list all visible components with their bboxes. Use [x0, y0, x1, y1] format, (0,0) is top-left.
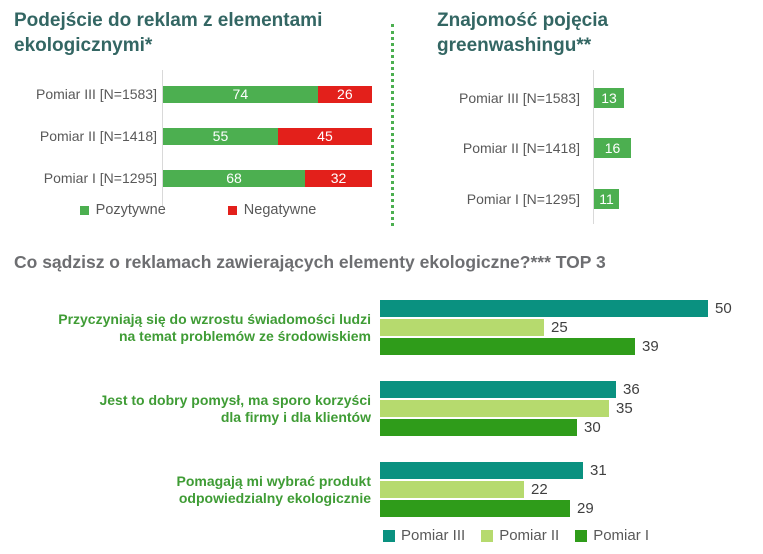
greenwashing-row: Pomiar I [N=1295] 11 — [437, 189, 619, 209]
positive-segment: 74 — [163, 86, 318, 103]
approach-stacked-bar: 68 32 — [163, 170, 372, 187]
negative-segment: 26 — [317, 86, 372, 103]
legend-item-pomiar-i: Pomiar I — [575, 527, 649, 544]
opinion-bar-row: 29 — [380, 500, 607, 517]
approach-row-label: Pomiar II [N=1418] — [39, 128, 157, 144]
greenwashing-row-label: Pomiar III [N=1583] — [458, 89, 580, 106]
opinion-bar-value: 30 — [584, 419, 601, 436]
opinion-bar-value: 22 — [531, 481, 548, 498]
approach-row-label: Pomiar I [N=1295] — [43, 170, 157, 186]
greenwashing-bar: 13 — [594, 88, 624, 108]
legend-swatch-icon — [575, 529, 588, 542]
opinion-bar-row: 31 — [380, 462, 607, 479]
opinion-group-label: Przyczyniają się do wzrostu świadomości … — [58, 310, 371, 344]
legend-item-pozytywne: Pozytywne — [79, 202, 166, 218]
opinion-bar-pomiar-ii — [380, 319, 544, 336]
opinion-bar-pomiar-iii — [380, 381, 616, 398]
opinion-bar-row: 25 — [380, 319, 732, 336]
opinion-group: Pomagają mi wybrać produkt odpowiedzialny… — [0, 462, 763, 517]
legend-item-negatywne: Negatywne — [227, 202, 317, 218]
opinions-chart-legend: Pomiar III Pomiar II Pomiar I — [383, 527, 649, 544]
opinion-group-bars: 36 35 30 — [380, 381, 640, 436]
approach-row: Pomiar III [N=1583] 74 26 — [14, 86, 372, 103]
positive-segment: 55 — [163, 128, 278, 145]
opinion-group-bars: 31 22 29 — [380, 462, 607, 517]
opinion-group-bars: 50 25 39 — [380, 300, 732, 355]
opinion-bar-row: 35 — [380, 400, 640, 417]
opinion-bar-value: 31 — [590, 462, 607, 479]
approach-stacked-bar: 55 45 — [163, 128, 372, 145]
dotted-divider — [391, 24, 394, 226]
approach-row: Pomiar I [N=1295] 68 32 — [14, 170, 372, 187]
approach-chart-panel: Podejście do reklam z elementami ekologi… — [14, 8, 382, 232]
greenwashing-bar: 16 — [594, 138, 631, 158]
opinion-bar-pomiar-i — [380, 338, 635, 355]
legend-label: Negatywne — [243, 202, 317, 218]
approach-chart-legend: Pozytywne Negatywne — [14, 202, 382, 218]
opinion-bar-value: 25 — [551, 319, 568, 336]
greenwashing-bar: 11 — [594, 189, 619, 209]
approach-chart-axis — [162, 70, 163, 206]
opinion-group-label: Pomagają mi wybrać produkt odpowiedzialny… — [176, 472, 372, 506]
opinion-bar-row: 39 — [380, 338, 732, 355]
opinion-bar-value: 39 — [642, 338, 659, 355]
opinion-bar-pomiar-ii — [380, 481, 524, 498]
greenwashing-row: Pomiar III [N=1583] 13 — [437, 88, 624, 108]
opinion-bar-row: 36 — [380, 381, 640, 398]
opinion-bar-value: 50 — [715, 300, 732, 317]
legend-label: Pomiar I — [593, 527, 650, 544]
legend-label: Pomiar II — [499, 527, 560, 544]
opinion-bar-pomiar-i — [380, 419, 577, 436]
opinion-group: Przyczyniają się do wzrostu świadomości … — [0, 300, 763, 355]
opinion-bar-pomiar-i — [380, 500, 570, 517]
opinion-bar-row: 50 — [380, 300, 732, 317]
opinions-chart-title: Co sądzisz o reklamach zawierających ele… — [14, 252, 606, 272]
approach-stacked-bar: 74 26 — [163, 86, 372, 103]
greenwashing-chart-axis — [593, 70, 594, 224]
opinion-bar-row: 22 — [380, 481, 607, 498]
legend-label: Pomiar III — [401, 527, 466, 544]
negative-segment: 45 — [277, 128, 372, 145]
legend-swatch-icon — [227, 205, 237, 215]
legend-item-pomiar-iii: Pomiar III — [383, 527, 465, 544]
legend-swatch-icon — [79, 205, 89, 215]
opinions-chart-groups: Przyczyniają się do wzrostu świadomości … — [0, 300, 763, 543]
approach-chart-title: Podejście do reklam z elementami ekologi… — [14, 10, 323, 57]
approach-row: Pomiar II [N=1418] 55 45 — [14, 128, 372, 145]
opinion-bar-value: 36 — [623, 381, 640, 398]
negative-segment: 32 — [305, 170, 372, 187]
opinion-group: Jest to dobry pomysł, ma sporo korzyści d… — [0, 381, 763, 436]
opinion-bar-value: 29 — [577, 500, 594, 517]
greenwashing-chart-title: Znajomość pojęcia greenwashingu** — [437, 10, 609, 57]
greenwashing-row-label: Pomiar I [N=1295] — [466, 190, 580, 207]
opinion-bar-pomiar-iii — [380, 462, 583, 479]
opinion-bar-value: 35 — [616, 400, 633, 417]
positive-segment: 68 — [163, 170, 306, 187]
opinion-group-label: Jest to dobry pomysł, ma sporo korzyści d… — [99, 391, 371, 425]
opinion-bar-row: 30 — [380, 419, 640, 436]
greenwashing-chart-panel: Znajomość pojęcia greenwashingu** Pomiar… — [437, 8, 749, 232]
legend-item-pomiar-ii: Pomiar II — [481, 527, 559, 544]
greenwashing-row-label: Pomiar II [N=1418] — [462, 139, 580, 156]
legend-label: Pozytywne — [95, 202, 166, 218]
greenwashing-row: Pomiar II [N=1418] 16 — [437, 138, 631, 158]
opinion-bar-pomiar-iii — [380, 300, 708, 317]
approach-row-label: Pomiar III [N=1583] — [35, 86, 157, 102]
opinion-bar-pomiar-ii — [380, 400, 609, 417]
legend-swatch-icon — [383, 529, 395, 542]
legend-swatch-icon — [481, 529, 494, 542]
